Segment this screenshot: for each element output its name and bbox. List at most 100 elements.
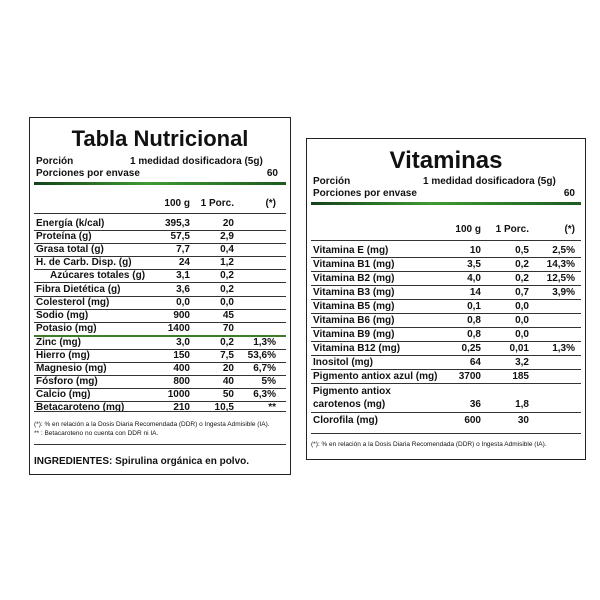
row-value-100g: 36 (469, 399, 481, 410)
row-label: Pigmento antiox (313, 386, 391, 397)
row-value-100g: 3,0 (176, 337, 190, 348)
row-value-portion: 0,0 (220, 297, 234, 308)
servings-value: 60 (563, 188, 575, 199)
row-value-100g: 0,0 (176, 297, 190, 308)
row-divider (311, 383, 581, 384)
col-dd-header: (*) (564, 224, 575, 235)
col-portion-header: 1 Porc. (495, 224, 529, 235)
row-label: Calcio (mg) (36, 389, 91, 400)
row-divider (34, 256, 286, 257)
row-divider (34, 322, 286, 323)
row-label: Azúcares totales (g) (50, 270, 146, 281)
nutrition-title: Tabla Nutricional (71, 126, 249, 151)
row-divider (311, 299, 581, 300)
row-value-100g: 14 (469, 287, 481, 298)
portion-label: Porción (36, 156, 74, 167)
divider (34, 213, 286, 214)
row-value-portion: 0,2 (515, 259, 529, 270)
row-value-100g: 24 (178, 257, 190, 268)
row-value-100g: 400 (173, 363, 190, 374)
row-label: Clorofila (mg) (313, 415, 378, 426)
row-value-portion: 0,4 (220, 244, 234, 255)
col-100g-header: 100 g (455, 224, 481, 235)
servings-label: Porciones por envase (313, 188, 417, 199)
row-divider (34, 401, 286, 402)
row-divider (34, 230, 286, 231)
row-value-100g: 800 (173, 376, 190, 387)
row-value-dd: 14,3% (546, 259, 575, 270)
row-value-dd: 12,5% (546, 273, 575, 284)
row-value-portion: 45 (222, 310, 234, 321)
row-divider (34, 309, 286, 310)
row-value-100g: 3,1 (176, 270, 190, 281)
row-value-100g: 0,8 (467, 329, 481, 340)
row-label: Vitamina B1 (mg) (313, 259, 395, 270)
row-value-100g: 1400 (167, 323, 190, 334)
row-divider (311, 257, 581, 258)
row-value-100g: 3700 (458, 371, 481, 382)
footnote-dd: (*): % en relación a la Dosis Diaria Rec… (311, 441, 547, 448)
row-label: Hierro (mg) (36, 350, 90, 361)
row-label: Vitamina B3 (mg) (313, 287, 395, 298)
row-divider (311, 285, 581, 286)
row-value-dd: 53,6% (247, 350, 276, 361)
row-value-100g: 7,7 (176, 244, 190, 255)
row-value-portion: 1,8 (515, 399, 529, 410)
row-label: Vitamina B12 (mg) (313, 343, 401, 354)
row-value-portion: 0,5 (515, 245, 529, 256)
row-divider (34, 375, 286, 376)
row-divider (34, 282, 286, 283)
row-divider (34, 388, 286, 389)
row-label: Vitamina B9 (mg) (313, 329, 395, 340)
row-label: Grasa total (g) (36, 244, 104, 255)
row-value-dd: 6,7% (253, 363, 276, 374)
row-value-100g: 4,0 (467, 273, 481, 284)
row-value-portion: 0,7 (515, 287, 529, 298)
row-value-dd: 5% (261, 376, 276, 387)
row-value-100g: 600 (464, 415, 481, 426)
row-divider (311, 355, 581, 356)
row-value-100g: 210 (173, 402, 190, 413)
row-value-dd: 2,5% (552, 245, 575, 256)
row-divider (311, 412, 581, 413)
row-value-portion: 185 (512, 371, 529, 382)
portion-label: Porción (313, 176, 351, 187)
vitamins-table: Vitaminas Porción 1 medidad dosificadora… (306, 138, 586, 460)
row-value-portion: 0,0 (515, 301, 529, 312)
row-divider (34, 362, 286, 363)
divider (34, 444, 286, 445)
row-label: Potasio (mg) (36, 323, 97, 334)
row-value-portion: 0,2 (220, 284, 234, 295)
row-label: Fósforo (mg) (36, 376, 98, 387)
row-label: Betacaroteno (mg) (36, 402, 125, 413)
row-label: Zinc (mg) (36, 337, 81, 348)
row-divider (311, 327, 581, 328)
nutrition-table: Tabla Nutricional Porción 1 medidad dosi… (29, 117, 291, 475)
row-value-100g: 10 (469, 245, 481, 256)
row-value-dd: 6,3% (253, 389, 276, 400)
row-divider (34, 269, 286, 270)
row-value-dd: 1,3% (253, 337, 276, 348)
row-label: Vitamina B6 (mg) (313, 315, 395, 326)
row-value-portion: 0,01 (509, 343, 529, 354)
header-bar (34, 182, 286, 185)
row-value-100g: 0,8 (467, 315, 481, 326)
row-value-portion: 2,9 (220, 231, 234, 242)
divider (311, 433, 581, 434)
row-divider (311, 271, 581, 272)
row-divider (34, 349, 286, 350)
row-value-100g: 0,1 (467, 301, 481, 312)
row-value-portion: 70 (222, 323, 234, 334)
divider (311, 240, 581, 241)
footnote-dd: (*): % en relación a la Dosis Diaria Rec… (34, 421, 270, 428)
row-label: Vitamina B5 (mg) (313, 301, 395, 312)
row-value-100g: 3,6 (176, 284, 190, 295)
row-value-dd: 3,9% (552, 287, 575, 298)
servings-label: Porciones por envase (36, 168, 140, 179)
row-value-portion: 0,2 (515, 273, 529, 284)
row-value-portion: 7,5 (220, 350, 234, 361)
row-label-cont: carotenos (mg) (313, 399, 386, 410)
row-value-portion: 0,2 (220, 337, 234, 348)
row-value-portion: 20 (222, 218, 234, 229)
row-value-portion: 30 (517, 415, 529, 426)
